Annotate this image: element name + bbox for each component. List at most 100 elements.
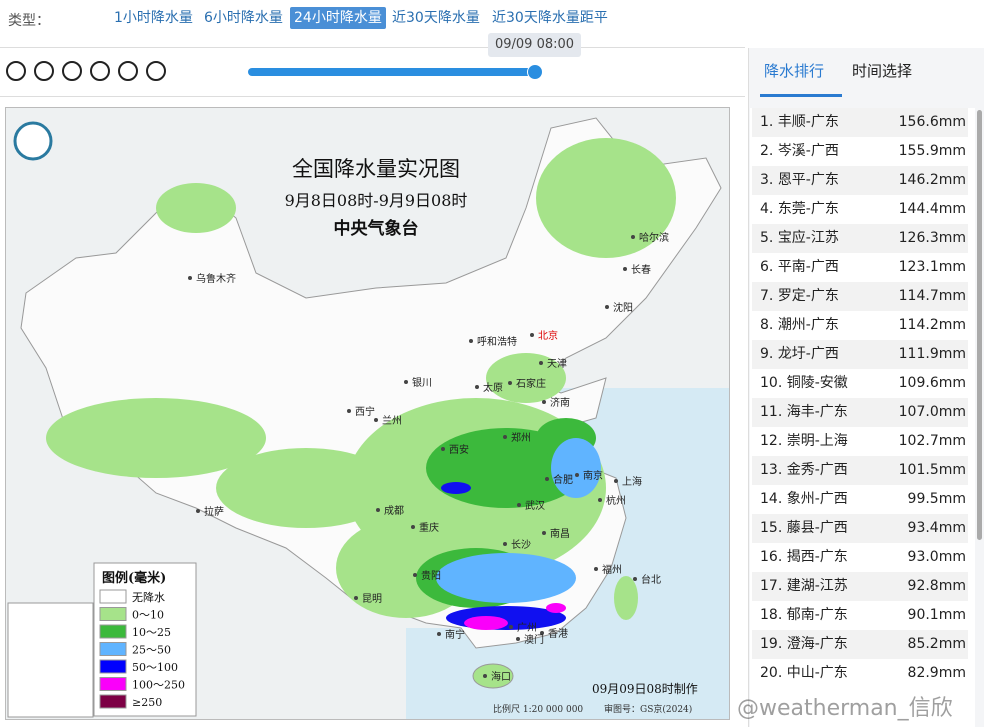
city-dot bbox=[469, 339, 473, 343]
ranking-row: 12. 崇明-上海 102.7mm bbox=[752, 427, 968, 456]
first-button[interactable] bbox=[6, 61, 26, 81]
type-label: 类型： bbox=[8, 13, 50, 29]
city-dot bbox=[437, 632, 441, 636]
sea bbox=[406, 628, 729, 719]
station-cell: 14. 象州-广西 bbox=[760, 485, 848, 514]
amount: 126.3mm bbox=[898, 230, 966, 246]
city-label: 乌鲁木齐 bbox=[196, 272, 236, 285]
legend-label: 50～100 bbox=[132, 661, 178, 674]
city-dot bbox=[475, 385, 479, 389]
city-dot bbox=[516, 637, 520, 641]
panel-tab[interactable]: 时间选择 bbox=[852, 62, 913, 80]
map-title: 全国降水量实况图 bbox=[292, 157, 460, 181]
scrollbar[interactable] bbox=[977, 110, 982, 540]
city-dot bbox=[196, 509, 200, 513]
amount: 99.5mm bbox=[907, 491, 966, 507]
station: 恩平-广东 bbox=[777, 172, 839, 188]
legend-label: 100～250 bbox=[132, 679, 185, 692]
amount: 82.9mm bbox=[907, 665, 966, 681]
rank: 8. bbox=[760, 317, 774, 333]
city-label: 银川 bbox=[412, 376, 432, 389]
city-label: 呼和浩特 bbox=[477, 336, 517, 348]
prev-button[interactable] bbox=[34, 61, 54, 81]
panel-tab[interactable]: 降水排行 bbox=[764, 62, 825, 80]
amount: 155.9mm bbox=[898, 143, 966, 159]
station: 象州-广西 bbox=[786, 491, 848, 507]
ranking-row: 3. 恩平-广东 146.2mm bbox=[752, 166, 968, 195]
amount: 114.7mm bbox=[898, 288, 966, 304]
city-dot bbox=[530, 333, 534, 337]
station: 金秀-广西 bbox=[786, 462, 848, 478]
amount: 93.4mm bbox=[907, 520, 966, 536]
legend-label: 25～50 bbox=[132, 644, 171, 657]
city-dot bbox=[374, 418, 378, 422]
rain-100-250 bbox=[464, 603, 566, 630]
type-tab[interactable]: 近30天降水量 bbox=[392, 10, 480, 26]
city-dot bbox=[633, 577, 637, 581]
city-label: 香港 bbox=[548, 628, 568, 640]
station-cell: 10. 铜陵-安徽 bbox=[760, 369, 848, 398]
city-label: 长沙 bbox=[511, 539, 531, 551]
rank: 2. bbox=[760, 143, 774, 159]
city-dot bbox=[188, 276, 192, 280]
amount: 111.9mm bbox=[898, 346, 966, 362]
amount: 90.1mm bbox=[907, 607, 966, 623]
type-tab[interactable]: 24小时降水量 bbox=[290, 7, 386, 29]
last-button[interactable] bbox=[118, 61, 138, 81]
legend-swatch bbox=[99, 694, 127, 709]
zoom-button[interactable] bbox=[146, 61, 166, 81]
rank: 14. bbox=[760, 491, 783, 507]
station: 海丰-广东 bbox=[786, 404, 848, 420]
station: 龙圩-广西 bbox=[777, 346, 839, 362]
city-dot bbox=[614, 479, 618, 483]
city-label: 贵阳 bbox=[421, 569, 441, 582]
city-label: 天津 bbox=[547, 358, 567, 370]
station: 罗定-广东 bbox=[777, 288, 839, 304]
play-button[interactable] bbox=[62, 61, 82, 81]
city-label: 北京 bbox=[538, 329, 558, 342]
city-label: 太原 bbox=[483, 381, 503, 394]
ranking-row: 18. 郁南-广东 90.1mm bbox=[752, 601, 968, 630]
city-dot bbox=[411, 525, 415, 529]
city-label: 福州 bbox=[602, 563, 622, 576]
ranking-row: 7. 罗定-广东 114.7mm bbox=[752, 282, 968, 311]
rank: 12. bbox=[760, 433, 783, 449]
station: 平南-广西 bbox=[777, 259, 839, 275]
city-dot bbox=[347, 409, 351, 413]
active-underline bbox=[760, 94, 842, 97]
city-label: 上海 bbox=[622, 475, 642, 488]
amount: 101.5mm bbox=[898, 462, 966, 478]
station-cell: 12. 崇明-上海 bbox=[760, 427, 848, 456]
city-dot bbox=[517, 503, 521, 507]
legend-label: 无降水 bbox=[132, 590, 165, 604]
rank: 4. bbox=[760, 201, 774, 217]
rain-0-10 bbox=[46, 138, 676, 620]
next-button[interactable] bbox=[90, 61, 110, 81]
station-cell: 19. 澄海-广东 bbox=[760, 630, 848, 659]
station: 丰顺-广东 bbox=[777, 114, 839, 130]
city-dot bbox=[540, 631, 544, 635]
type-tab[interactable]: 6小时降水量 bbox=[204, 10, 283, 26]
logo bbox=[13, 121, 53, 161]
ranking-row: 17. 建湖-江苏 92.8mm bbox=[752, 572, 968, 601]
city-dot bbox=[594, 567, 598, 571]
legend-label: 0～10 bbox=[132, 609, 164, 622]
type-tab[interactable]: 近30天降水量距平 bbox=[492, 10, 608, 26]
rank: 3. bbox=[760, 172, 774, 188]
type-tab[interactable]: 1小时降水量 bbox=[114, 10, 193, 26]
rank: 19. bbox=[760, 636, 783, 652]
city-label: 西安 bbox=[449, 443, 469, 456]
station: 岑溪-广西 bbox=[777, 143, 839, 159]
amount: 144.4mm bbox=[898, 201, 966, 217]
slider-track[interactable] bbox=[248, 68, 536, 76]
station: 潮州-广东 bbox=[777, 317, 839, 333]
amount: 146.2mm bbox=[898, 172, 966, 188]
rain-25-50 bbox=[436, 438, 601, 603]
amount: 85.2mm bbox=[907, 636, 966, 652]
ranking-row: 14. 象州-广西 99.5mm bbox=[752, 485, 968, 514]
city-dot bbox=[503, 435, 507, 439]
legend-title: 图例(毫米) bbox=[102, 570, 166, 586]
rank: 17. bbox=[760, 578, 783, 594]
slider-knob[interactable] bbox=[527, 64, 543, 80]
